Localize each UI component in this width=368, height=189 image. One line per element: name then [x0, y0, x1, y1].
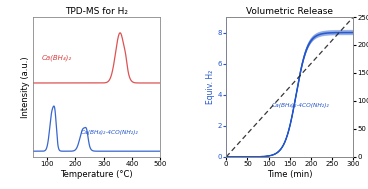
Title: Volumetric Release: Volumetric Release	[246, 7, 333, 16]
Title: TPD-MS for H₂: TPD-MS for H₂	[65, 7, 128, 16]
X-axis label: Time (min): Time (min)	[267, 170, 312, 179]
Y-axis label: Equiv. H₂: Equiv. H₂	[206, 70, 215, 104]
X-axis label: Temperature (°C): Temperature (°C)	[60, 170, 133, 179]
Text: Ca(BH₄)₂·4CO(NH₂)₂: Ca(BH₄)₂·4CO(NH₂)₂	[272, 103, 330, 108]
Text: Ca(BH₄)₂: Ca(BH₄)₂	[42, 54, 72, 61]
Text: Ca(BH₄)₂·4CO(NH₂)₂: Ca(BH₄)₂·4CO(NH₂)₂	[81, 130, 139, 136]
Y-axis label: Intensity (a.u.): Intensity (a.u.)	[21, 56, 30, 118]
